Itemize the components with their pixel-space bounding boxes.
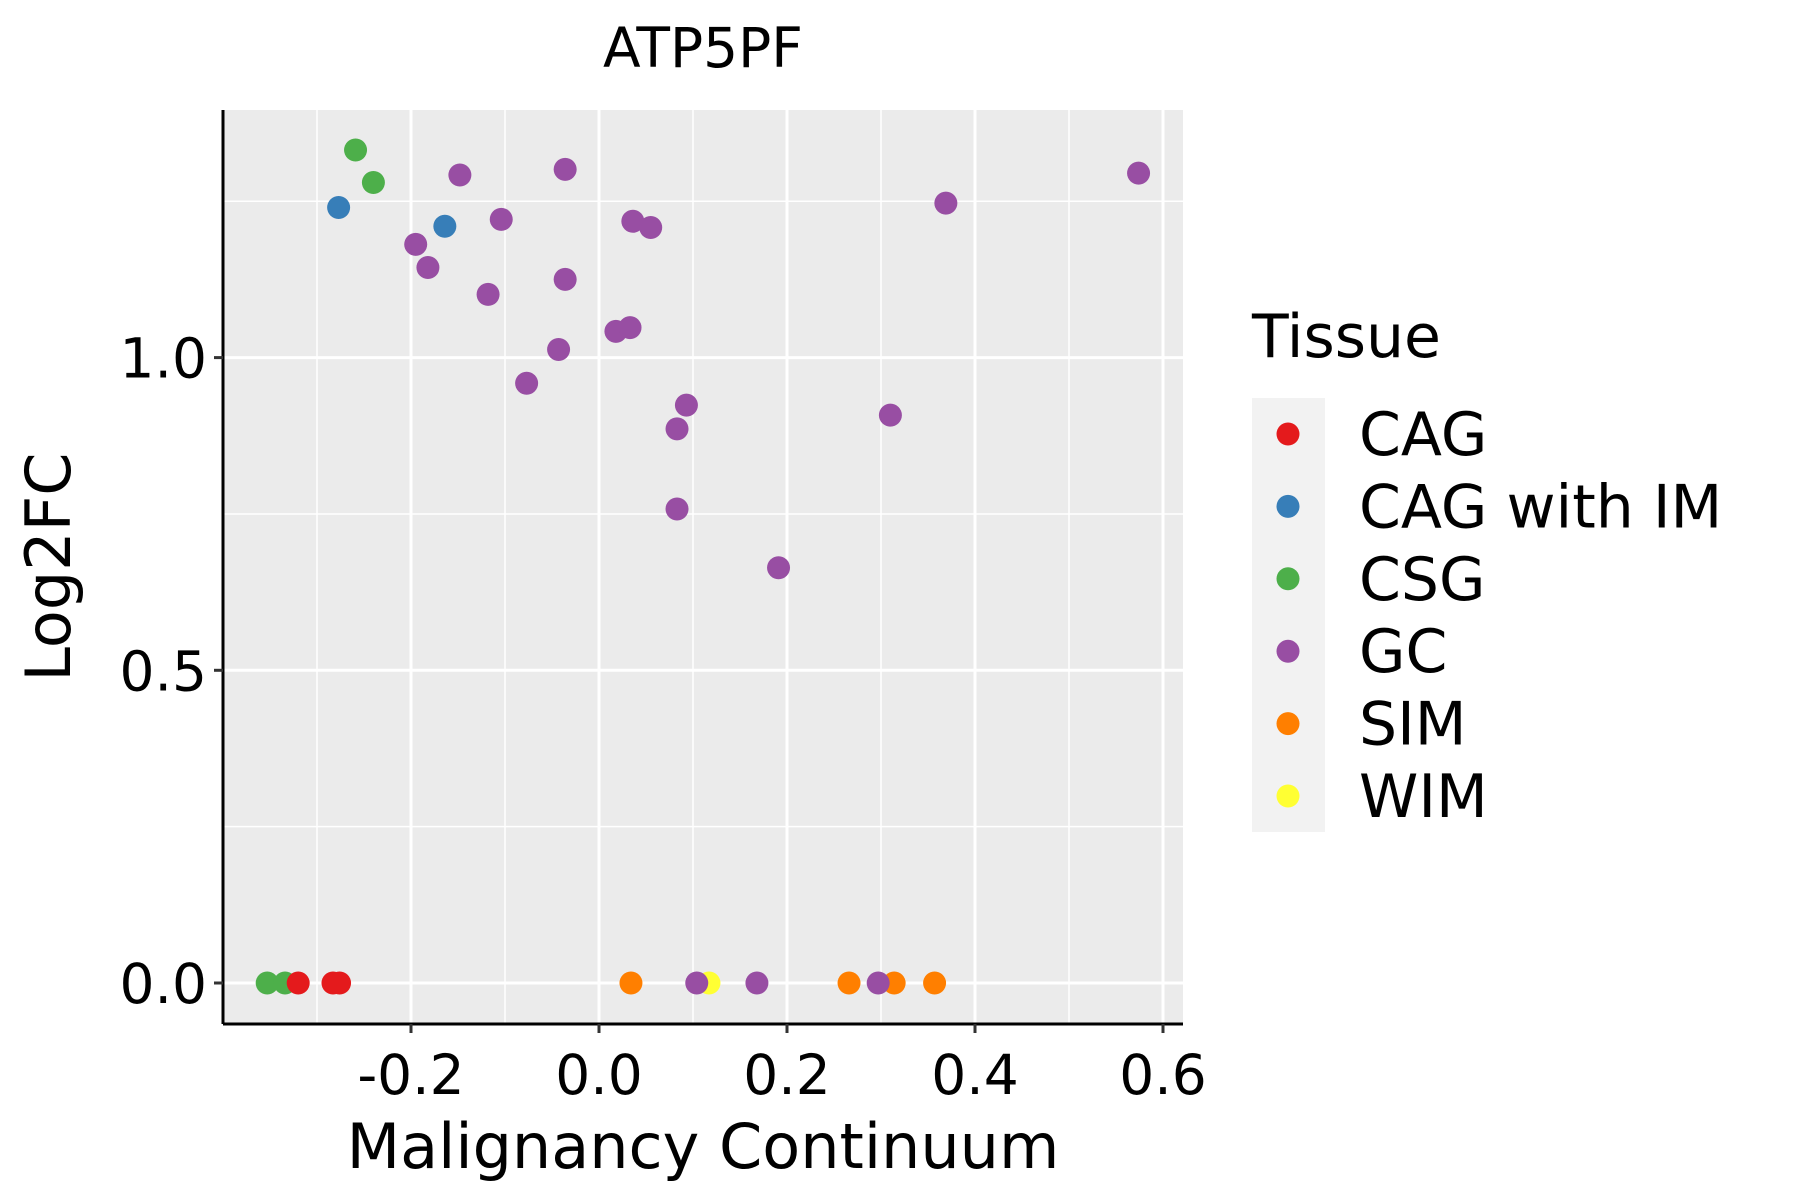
data-point-gc (404, 232, 428, 256)
data-point-gc (674, 393, 698, 417)
chart-title: ATP5PF (603, 16, 803, 80)
data-point-gc (934, 191, 958, 215)
data-point-cag-with-im (433, 214, 457, 238)
data-points (255, 138, 1151, 995)
data-point-gc (866, 971, 890, 995)
x-tick-label: 0.2 (743, 1043, 830, 1107)
y-tick-label: 0.5 (120, 639, 207, 703)
x-tick-label: 0.0 (555, 1043, 642, 1107)
legend-label: CSG (1359, 545, 1485, 615)
data-point-gc (489, 207, 513, 231)
data-point-sim (837, 971, 861, 995)
data-point-gc (878, 403, 902, 427)
legend-label: GC (1359, 617, 1447, 687)
legend-label: CAG with IM (1359, 472, 1722, 542)
legend-key-cag (1276, 422, 1300, 446)
x-tick-label: 0.4 (931, 1043, 1018, 1107)
legend-title: Tissue (1251, 302, 1441, 372)
data-point-gc (665, 417, 689, 441)
y-axis-title: Log2FC (12, 452, 85, 681)
data-point-gc (476, 282, 500, 306)
y-tick-label: 1.0 (120, 327, 207, 391)
data-point-sim (882, 971, 906, 995)
legend-label: SIM (1359, 690, 1467, 760)
data-point-cag-with-im (327, 196, 351, 220)
data-point-gc (639, 216, 663, 240)
data-point-gc (665, 497, 689, 521)
axis-ticks: -0.2 0.0 0.2 0.4 0.6 0.0 0.5 1.0 (120, 327, 1207, 1107)
data-point-gc (416, 256, 440, 280)
legend-key-sim (1276, 712, 1300, 736)
y-tick-label: 0.0 (120, 952, 207, 1016)
data-point-cag (328, 971, 352, 995)
data-point-gc (618, 316, 642, 340)
data-point-gc (448, 163, 472, 187)
data-point-gc (515, 371, 539, 395)
x-tick-label: 0.6 (1119, 1043, 1206, 1107)
data-point-gc (767, 556, 791, 580)
data-point-sim (923, 971, 947, 995)
data-point-gc (553, 267, 577, 291)
x-tick-label: -0.2 (357, 1043, 464, 1107)
legend-key-wim (1276, 784, 1300, 808)
plot-panel (223, 110, 1183, 1024)
data-point-gc (547, 337, 571, 361)
legend-key-csg (1276, 567, 1300, 591)
data-point-gc (685, 971, 709, 995)
legend-key-cag-with-im (1276, 494, 1300, 518)
data-point-cag (286, 971, 310, 995)
data-point-sim (619, 971, 643, 995)
data-point-csg (255, 971, 279, 995)
legend-key-gc (1276, 639, 1300, 663)
data-point-gc (745, 971, 769, 995)
x-axis-title: Malignancy Continuum (347, 1110, 1060, 1183)
legend-label: CAG (1359, 400, 1487, 470)
data-point-gc (1127, 161, 1151, 185)
legend-label: WIM (1359, 762, 1488, 832)
data-point-csg (344, 138, 368, 162)
data-point-csg (361, 170, 385, 194)
legend-key-background (1252, 398, 1325, 832)
data-point-gc (553, 157, 577, 181)
data-point-gc (621, 209, 645, 233)
